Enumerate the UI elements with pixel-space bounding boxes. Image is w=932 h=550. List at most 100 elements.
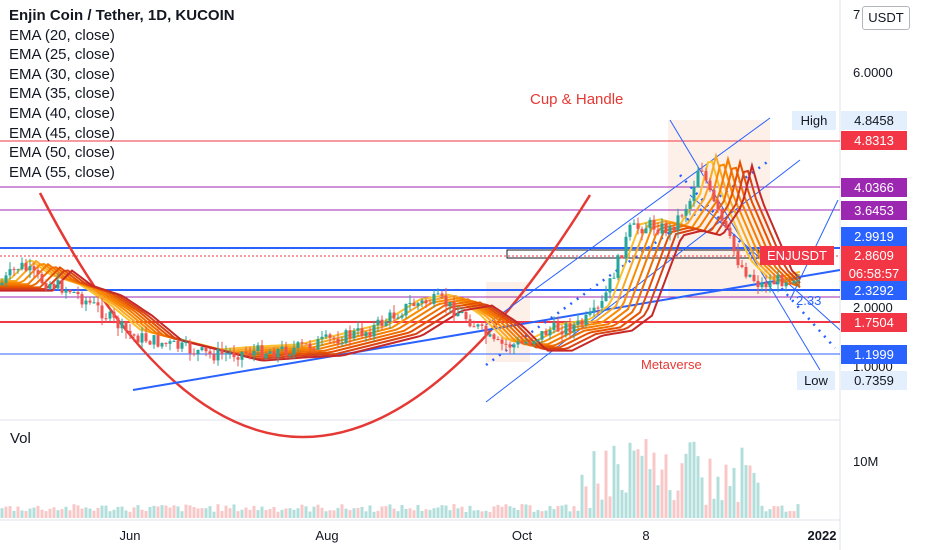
volume-bar <box>496 504 500 518</box>
volume-bar <box>320 507 324 518</box>
indicator-ema-25[interactable]: EMA (25, close) <box>9 46 115 64</box>
volume-bar <box>224 505 228 518</box>
volume-bar <box>440 505 444 518</box>
candle-body <box>352 330 356 339</box>
volume-bar <box>444 505 448 518</box>
candle-body <box>356 328 360 331</box>
volume-label[interactable]: Vol <box>10 430 31 447</box>
candle-body <box>504 343 508 345</box>
indicator-ema-40[interactable]: EMA (40, close) <box>9 104 115 122</box>
candle-body <box>76 292 80 295</box>
volume-bar <box>44 511 48 518</box>
candle-body <box>564 323 568 335</box>
candle-body <box>588 311 592 315</box>
volume-bar <box>552 509 556 518</box>
volume-bar <box>288 508 292 518</box>
candle-body <box>328 334 332 338</box>
candle-body <box>676 215 680 231</box>
indicator-ema-20[interactable]: EMA (20, close) <box>9 26 115 44</box>
candle-body <box>288 354 292 356</box>
volume-bar <box>512 507 516 518</box>
volume-bar <box>708 458 712 518</box>
volume-bar <box>252 505 256 518</box>
candle-body <box>704 171 708 181</box>
handle-mid-line[interactable] <box>679 174 836 349</box>
indicator-ema-35[interactable]: EMA (35, close) <box>9 85 115 103</box>
volume-bar <box>56 510 60 518</box>
level-tag-3.6453 <box>841 201 907 220</box>
candle-body <box>528 341 532 344</box>
volume-bar <box>312 506 316 518</box>
channel-upper-line[interactable] <box>485 117 771 326</box>
candle-body <box>428 303 432 305</box>
volume-bar <box>316 504 320 518</box>
chart-title[interactable]: Enjin Coin / Tether, 1D, KUCOIN <box>9 7 235 24</box>
current-price-tag <box>841 246 907 284</box>
volume-bar <box>276 511 280 518</box>
annotation-2.33: 2.33 <box>796 293 821 308</box>
indicator-ema-55[interactable]: EMA (55, close) <box>9 163 115 181</box>
candle-body <box>8 269 12 276</box>
candle-body <box>708 180 712 191</box>
candle-body <box>452 302 456 317</box>
volume-bar <box>64 506 68 518</box>
candle-body <box>16 269 20 271</box>
candle-body <box>716 200 720 209</box>
volume-bar <box>220 511 224 518</box>
high-value: 4.8458 <box>854 113 894 128</box>
candle-body <box>720 209 724 221</box>
candle-body <box>420 300 424 304</box>
indicator-ema-50[interactable]: EMA (50, close) <box>9 144 115 162</box>
volume-bar <box>120 506 124 518</box>
candle-body <box>292 347 296 355</box>
volume-bar <box>348 510 352 518</box>
volume-bar <box>608 496 612 518</box>
level-tag-4.8313 <box>841 131 907 150</box>
volume-bar <box>452 504 456 518</box>
candle-body <box>768 281 772 288</box>
volume-bar <box>60 509 64 518</box>
candle-body <box>252 351 256 356</box>
candle-body <box>32 266 36 271</box>
volume-bar <box>228 508 232 518</box>
candle-body <box>496 339 500 340</box>
volume-bar <box>524 504 528 518</box>
volume-bar <box>24 511 28 518</box>
volume-bar <box>576 510 580 518</box>
volume-bar <box>160 505 164 518</box>
candle-body <box>360 328 364 336</box>
candle-body <box>296 342 300 348</box>
candle-body <box>28 266 32 271</box>
volume-bar <box>792 511 796 518</box>
candle-body <box>324 334 328 337</box>
y-tick-6: 6.0000 <box>853 65 893 80</box>
candle-body <box>608 278 612 293</box>
volume-bar <box>8 506 12 518</box>
volume-bar <box>612 445 616 518</box>
volume-bar <box>36 505 40 518</box>
candle-body <box>176 340 180 349</box>
x-tick-jun: Jun <box>120 528 141 543</box>
volume-bar <box>784 511 788 518</box>
candle-body <box>644 228 648 234</box>
volume-bar <box>544 510 548 518</box>
volume-bar <box>688 442 692 518</box>
indicator-ema-45[interactable]: EMA (45, close) <box>9 124 115 142</box>
candle-body <box>488 334 492 337</box>
candle-body <box>36 270 40 275</box>
indicator-ema-30[interactable]: EMA (30, close) <box>9 65 115 83</box>
volume-bar <box>48 508 52 518</box>
candle-body <box>60 280 64 293</box>
candle-body <box>512 344 516 348</box>
volume-bar <box>644 439 648 518</box>
x-tick-8: 8 <box>642 528 649 543</box>
candle-body <box>132 334 136 336</box>
volume-bar <box>216 504 220 518</box>
volume-bar <box>152 505 156 518</box>
volume-bar <box>712 498 716 518</box>
candle-body <box>244 351 248 354</box>
volume-bar <box>588 508 592 518</box>
channel-lower-line[interactable] <box>485 159 801 403</box>
currency-unit-button[interactable]: USDT <box>862 6 910 30</box>
